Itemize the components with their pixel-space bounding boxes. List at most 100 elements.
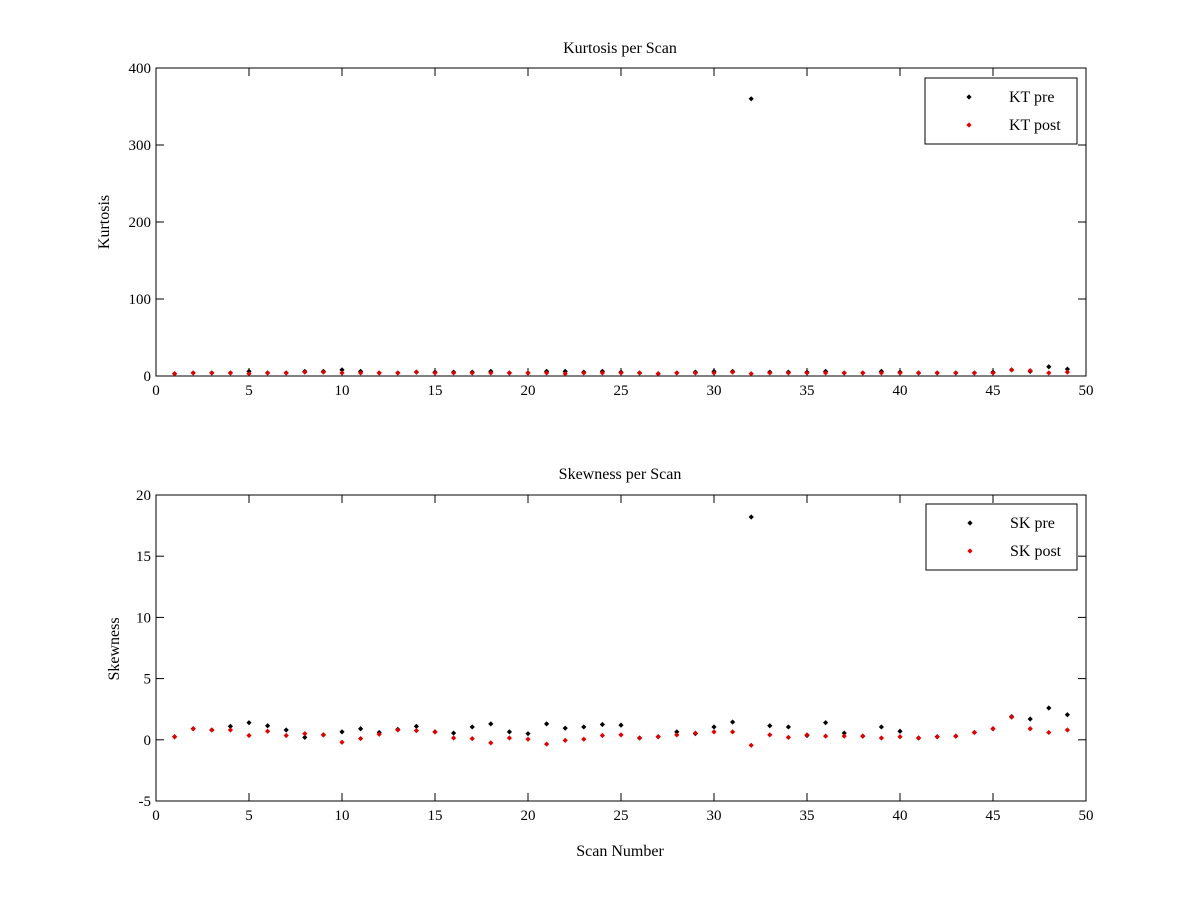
kurtosis-point-pre — [1064, 366, 1070, 372]
kurtosis-x-tick-label: 5 — [245, 383, 253, 399]
kurtosis-point-post — [1046, 370, 1052, 376]
skewness-point-post — [451, 735, 457, 741]
kurtosis-legend-marker-pre — [966, 94, 972, 100]
kurtosis-point-post — [916, 370, 922, 376]
kurtosis-point-post — [748, 371, 754, 377]
skewness-point-post — [860, 733, 866, 739]
skewness-point-pre — [413, 723, 419, 729]
skewness-point-pre — [599, 721, 605, 728]
kurtosis-point-post — [655, 371, 661, 377]
skewness-point-post — [209, 727, 215, 733]
kurtosis-y-tick-label: 200 — [129, 215, 152, 231]
skewness-point-pre — [711, 724, 717, 730]
skewness-point-post — [376, 731, 382, 737]
skewness-point-post — [730, 729, 736, 735]
kurtosis-point-post — [711, 370, 717, 376]
skewness-point-post — [599, 732, 605, 739]
kurtosis-point-post — [1009, 367, 1015, 373]
skewness-x-tick-label: 40 — [893, 808, 908, 824]
kurtosis-y-tick-label: 100 — [129, 292, 152, 308]
kurtosis-point-post — [730, 369, 736, 375]
kurtosis-point-post — [823, 370, 829, 376]
skewness-point-post — [246, 732, 252, 739]
skewness-y-tick-label: -5 — [139, 794, 152, 810]
kurtosis-x-tick-label: 25 — [614, 383, 629, 399]
kurtosis-point-post — [544, 370, 550, 376]
kurtosis-point-post — [376, 370, 382, 376]
skewness-point-post — [655, 734, 661, 740]
kurtosis-legend-box — [924, 77, 1078, 145]
skewness-point-post — [320, 732, 326, 738]
skewness-legend-marker-pre — [967, 520, 973, 526]
kurtosis-x-tick-label: 15 — [428, 383, 443, 399]
skewness-point-post — [637, 735, 643, 741]
skewness-axes: Skewness per Scan Skewness Scan Number 0… — [106, 466, 1094, 860]
skewness-y-tick-label: 5 — [144, 672, 152, 688]
skewness-point-pre — [785, 724, 791, 730]
skewness-point-pre — [246, 720, 252, 726]
skewness-point-post — [469, 735, 475, 742]
skewness-point-pre — [227, 723, 233, 729]
skewness-point-post — [674, 732, 680, 738]
skewness-point-post — [878, 735, 884, 741]
skewness-y-tick-label: 0 — [144, 733, 152, 749]
skewness-point-post — [506, 735, 512, 741]
skewness-point-pre — [1046, 705, 1052, 711]
kurtosis-point-post — [1027, 368, 1033, 374]
skewness-point-post — [916, 735, 922, 741]
skewness-point-pre — [767, 723, 773, 729]
kurtosis-point-pre — [1046, 364, 1052, 370]
skewness-point-pre — [841, 730, 847, 736]
skewness-legend-marker-post — [967, 548, 973, 554]
kurtosis-point-post — [971, 370, 977, 376]
skewness-point-pre — [674, 729, 680, 735]
kurtosis-point-post — [599, 370, 605, 376]
kurtosis-point-post — [302, 369, 308, 375]
skewness-point-post — [841, 733, 847, 739]
skewness-point-pre — [748, 514, 754, 520]
kurtosis-point-post — [581, 370, 587, 376]
skewness-point-post — [711, 729, 717, 735]
kurtosis-point-post — [878, 370, 884, 376]
kurtosis-point-post — [692, 370, 698, 376]
skewness-x-tick-label: 5 — [245, 808, 253, 824]
kurtosis-point-post — [767, 370, 773, 376]
skewness-legend-box — [925, 503, 1078, 571]
skewness-point-pre — [283, 727, 289, 733]
kurtosis-point-post — [674, 370, 680, 376]
skewness-x-tick-label: 15 — [428, 808, 443, 824]
skewness-point-post — [1027, 726, 1033, 732]
skewness-point-pre — [525, 731, 531, 737]
kurtosis-point-post — [990, 370, 996, 376]
skewness-point-pre — [878, 724, 884, 730]
kurtosis-x-tick-label: 35 — [800, 383, 815, 399]
kurtosis-point-post — [339, 370, 345, 376]
skewness-point-pre — [358, 726, 364, 732]
skewness-point-pre — [618, 722, 624, 728]
skewness-point-post — [990, 726, 996, 732]
skewness-point-post — [581, 736, 587, 742]
skewness-point-post — [971, 729, 977, 736]
kurtosis-legend-marker-post — [966, 122, 972, 128]
kurtosis-point-post — [358, 370, 364, 376]
skewness-point-pre — [506, 729, 512, 735]
skewness-point-post — [283, 732, 289, 739]
skewness-point-post — [525, 736, 531, 742]
kurtosis-point-post — [283, 370, 289, 376]
skewness-y-tick-label: 20 — [136, 488, 151, 504]
kurtosis-y-tick-label: 400 — [129, 61, 152, 77]
skewness-point-pre — [581, 724, 587, 730]
kurtosis-point-post — [209, 370, 215, 376]
kurtosis-point-post — [227, 370, 233, 376]
skewness-y-tick-label: 10 — [136, 610, 151, 626]
skewness-point-post — [618, 732, 624, 738]
skewness-point-pre — [823, 720, 829, 726]
skewness-x-axis-label: Scan Number — [576, 843, 664, 860]
skewness-point-pre — [302, 734, 308, 740]
kurtosis-point-post — [525, 370, 531, 376]
skewness-point-pre — [1064, 712, 1070, 718]
skewness-point-post — [190, 726, 196, 732]
kurtosis-point-post — [953, 370, 959, 376]
skewness-point-post — [804, 732, 810, 738]
